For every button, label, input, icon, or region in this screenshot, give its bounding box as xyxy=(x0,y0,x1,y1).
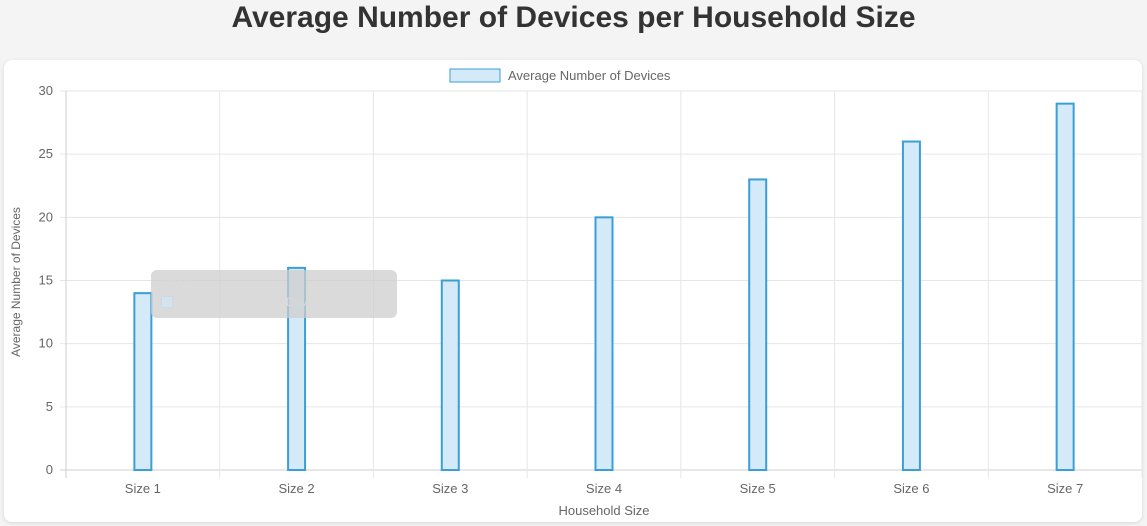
y-tick-label: 25 xyxy=(39,146,53,161)
bar[interactable] xyxy=(134,293,151,470)
bar[interactable] xyxy=(596,217,613,470)
y-tick-label: 0 xyxy=(46,462,53,477)
y-axis-title: Average Number of Devices xyxy=(9,207,23,357)
x-axis-ticks: Size 1 Size 2 Size 3 Size 4 Size 5 Size 6 Size… xyxy=(125,481,1083,496)
x-tick-label: Size 1 xyxy=(125,481,161,496)
legend-label[interactable]: Average Number of Devices xyxy=(508,68,671,83)
chart-card: 0 5 10 15 20 25 30 Size 1 Size 2 Size 3 Size 4 Siz… xyxy=(4,60,1142,522)
x-tick-label: Size 5 xyxy=(740,481,776,496)
tooltip-swatch xyxy=(161,296,173,308)
y-tick-label: 10 xyxy=(39,336,53,351)
legend-swatch[interactable] xyxy=(450,69,500,82)
y-tick-label: 30 xyxy=(39,83,53,98)
x-tick-label: Size 3 xyxy=(432,481,468,496)
x-tick-label: Size 7 xyxy=(1047,481,1083,496)
x-tick-label: Size 4 xyxy=(586,481,622,496)
y-tick-label: 5 xyxy=(46,399,53,414)
tooltip-label: Average Number of Devices: 14 xyxy=(179,295,349,309)
bar[interactable] xyxy=(749,179,766,470)
y-tick-label: 15 xyxy=(39,273,53,288)
tooltip-title: Size 1 xyxy=(161,277,192,289)
x-tick-label: Size 2 xyxy=(279,481,315,496)
x-tick-label: Size 6 xyxy=(893,481,929,496)
bar[interactable] xyxy=(903,142,920,470)
legend[interactable]: Average Number of Devices xyxy=(450,68,671,83)
bar[interactable] xyxy=(442,281,459,471)
tooltip: Size 1 Average Number of Devices: 14 xyxy=(151,270,397,318)
y-tick-label: 20 xyxy=(39,209,53,224)
x-axis-title: Household Size xyxy=(558,503,649,518)
bar[interactable] xyxy=(1057,104,1074,470)
y-axis-ticks: 0 5 10 15 20 25 30 xyxy=(39,83,53,477)
page-title: Average Number of Devices per Household … xyxy=(0,0,1147,36)
